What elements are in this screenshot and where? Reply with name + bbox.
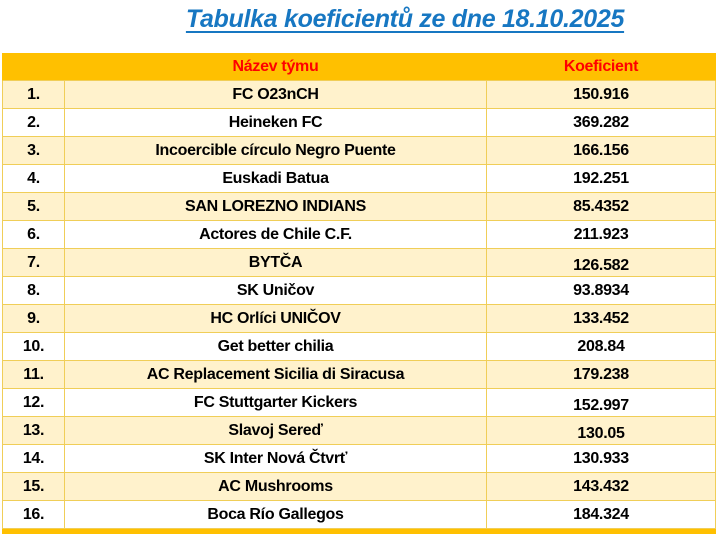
team-name-cell: Actores de Chile C.F. [64, 221, 486, 248]
coefficient-cell: 192.251 [486, 165, 715, 192]
table-row: 3. Incoercible círculo Negro Puente 166.… [2, 137, 716, 165]
coefficient-cell: 184.324 [486, 501, 715, 528]
coefficient-cell: 179.238 [486, 361, 715, 388]
team-name-cell: AC Replacement Sicilia di Siracusa [64, 361, 486, 388]
coefficient-cell: 126.582 [486, 249, 715, 276]
table-row: 16. Boca Río Gallegos 184.324 [2, 501, 716, 529]
coefficient-cell: 133.452 [486, 305, 715, 332]
table-body: 1. FC O23nCH 150.916 2. Heineken FC 369.… [2, 81, 716, 529]
team-name-cell: Get better chilia [64, 333, 486, 360]
team-name-cell: SK Inter Nová Čtvrť [64, 445, 486, 472]
team-name-cell: SAN LOREZNO INDIANS [64, 193, 486, 220]
table-row: 6. Actores de Chile C.F. 211.923 [2, 221, 716, 249]
table-header-row: Název týmu Koeficient [2, 53, 716, 81]
coefficient-cell: 143.432 [486, 473, 715, 500]
table-row: 12. FC Stuttgarter Kickers 152.997 [2, 389, 716, 417]
header-team-cell: Název týmu [232, 57, 319, 75]
rank-cell: 5. [27, 197, 40, 215]
rank-cell: 12. [22, 393, 45, 411]
team-name-cell: SK Uničov [64, 277, 486, 304]
table-row: 4. Euskadi Batua 192.251 [2, 165, 716, 193]
coefficient-cell: 211.923 [486, 221, 715, 248]
rank-cell: 8. [27, 281, 40, 299]
coefficient-cell: 130.933 [486, 445, 715, 472]
table-row: 14. SK Inter Nová Čtvrť 130.933 [2, 445, 716, 473]
table-row: 2. Heineken FC 369.282 [2, 109, 716, 137]
coefficient-cell: 150.916 [486, 81, 715, 108]
team-name-cell: AC Mushrooms [64, 473, 486, 500]
coefficients-table: Název týmu Koeficient 1. FC O23nCH 150.9… [2, 53, 716, 534]
table-row: 5. SAN LOREZNO INDIANS 85.4352 [2, 193, 716, 221]
table-row: 15. AC Mushrooms 143.432 [2, 473, 716, 501]
rank-cell: 6. [27, 225, 40, 243]
table-row: 7. BYTČA 126.582 [2, 249, 716, 277]
rank-cell: 9. [27, 309, 40, 327]
team-name-cell: Incoercible círculo Negro Puente [64, 137, 486, 164]
rank-cell: 13. [22, 421, 45, 439]
table-row: 11. AC Replacement Sicilia di Siracusa 1… [2, 361, 716, 389]
page-title: Tabulka koeficientů ze dne 18.10.2025 [185, 5, 625, 33]
team-name-cell: BYTČA [64, 249, 486, 276]
team-name-cell: HC Orlíci UNIČOV [64, 305, 486, 332]
table-row: 8. SK Uničov 93.8934 [2, 277, 716, 305]
rank-cell: 7. [27, 253, 40, 271]
coefficient-cell: 152.997 [486, 389, 715, 416]
team-name-cell: FC O23nCH [64, 81, 486, 108]
coefficient-cell: 93.8934 [486, 277, 715, 304]
rank-cell: 16. [22, 505, 45, 523]
coefficient-cell: 130.05 [486, 417, 715, 444]
team-name-cell: FC Stuttgarter Kickers [64, 389, 486, 416]
team-name-cell: Euskadi Batua [64, 165, 486, 192]
rank-cell: 2. [27, 113, 40, 131]
rank-cell: 14. [22, 449, 45, 467]
header-coefficient-cell: Koeficient [563, 57, 639, 75]
table-row: 10. Get better chilia 208.84 [2, 333, 716, 361]
coefficient-cell: 369.282 [486, 109, 715, 136]
team-name-cell: Boca Río Gallegos [64, 501, 486, 528]
table-bottom-border [2, 529, 716, 534]
rank-cell: 3. [27, 141, 40, 159]
table-row: 13. Slavoj Sereď 130.05 [2, 417, 716, 445]
title-container: Tabulka koeficientů ze dne 18.10.2025 [90, 5, 720, 34]
rank-cell: 15. [22, 477, 45, 495]
table-row: 1. FC O23nCH 150.916 [2, 81, 716, 109]
rank-cell: 4. [27, 169, 40, 187]
coefficient-cell: 166.156 [486, 137, 715, 164]
coefficient-cell: 85.4352 [486, 193, 715, 220]
rank-cell: 10. [22, 337, 45, 355]
team-name-cell: Slavoj Sereď [64, 417, 486, 444]
header-rank-cell [3, 53, 64, 80]
table-row: 9. HC Orlíci UNIČOV 133.452 [2, 305, 716, 333]
team-name-cell: Heineken FC [64, 109, 486, 136]
rank-cell: 11. [23, 365, 44, 383]
rank-cell: 1. [27, 85, 40, 103]
coefficient-cell: 208.84 [486, 333, 715, 360]
